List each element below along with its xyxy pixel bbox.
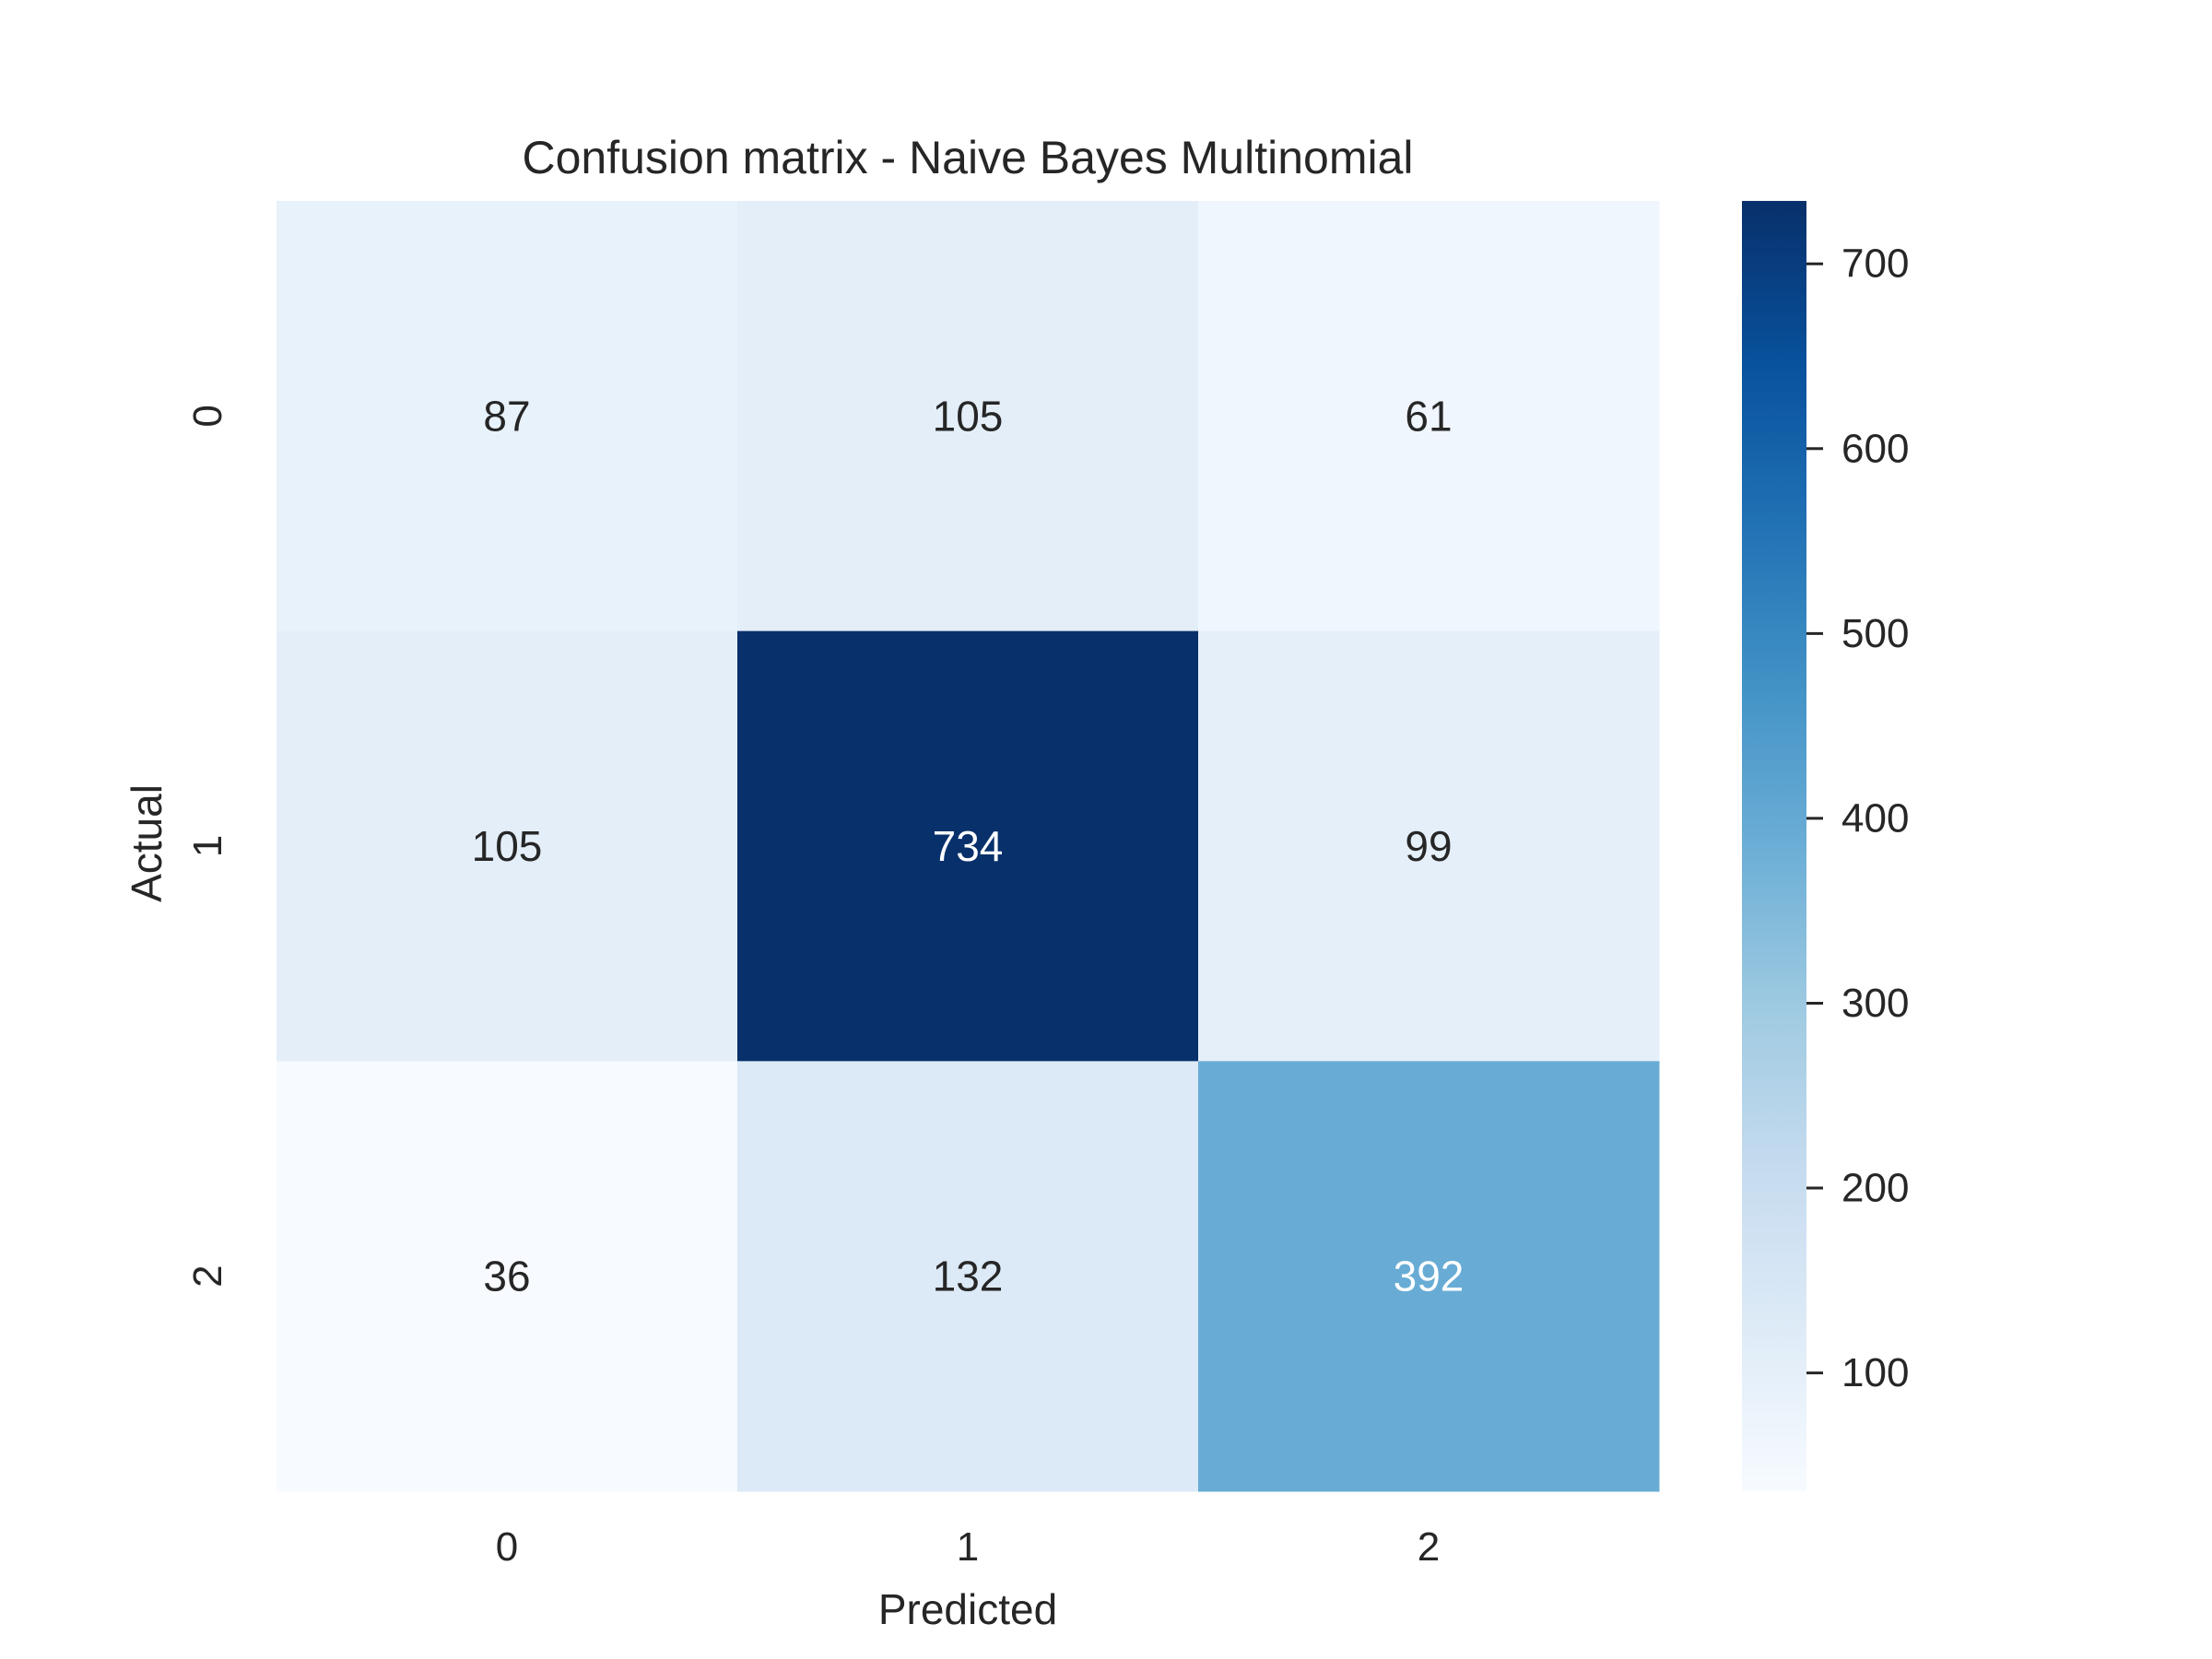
x-tick-label-1: 1 [957,1524,979,1570]
cell-value-r0-c0: 87 [483,392,530,440]
heatmap-cell-r2-c0 [276,1061,738,1492]
heatmap-cells [276,201,1660,1492]
y-axis-label: Actual [123,784,171,902]
colorbar-tick-label-300: 300 [1841,981,1909,1026]
x-axis-ticks: 0 1 2 [496,1524,1440,1570]
y-axis-ticks: 0 1 2 [185,405,230,1288]
colorbar-tick-label-400: 400 [1841,795,1909,841]
x-axis-label: Predicted [878,1585,1057,1633]
cell-value-r2-c0: 36 [483,1253,530,1300]
cell-value-r1-c1: 734 [933,822,1004,870]
colorbar-tick-label-200: 200 [1841,1166,1909,1211]
heatmap-cell-labels: 87 105 61 105 734 99 36 132 392 [472,392,1465,1300]
cell-value-r0-c2: 61 [1405,392,1452,440]
heatmap-cell-r1-c1 [737,630,1199,1062]
colorbar [1742,201,1806,1491]
y-tick-label-0: 0 [185,405,230,427]
heatmap-cell-r1-c2 [1198,630,1660,1062]
chart-title: Confusion matrix - Naive Bayes Multinomi… [522,132,1413,183]
x-tick-label-2: 2 [1418,1524,1440,1570]
heatmap-cell-r0-c0 [276,201,738,632]
colorbar-tick-label-500: 500 [1841,611,1909,656]
x-tick-label-0: 0 [496,1524,518,1570]
heatmap-cell-r0-c1 [737,201,1199,632]
cell-value-r1-c0: 105 [472,822,543,870]
colorbar-tick-label-600: 600 [1841,426,1909,471]
cell-value-r2-c1: 132 [933,1253,1004,1300]
y-tick-label-2: 2 [185,1265,230,1287]
colorbar-ticks: 100 200 300 400 500 600 700 [1806,241,1909,1395]
heatmap-cell-r1-c0 [276,630,738,1062]
y-tick-label-1: 1 [185,835,230,857]
cell-value-r2-c2: 392 [1394,1253,1465,1300]
cell-value-r0-c1: 105 [933,392,1004,440]
heatmap-cell-r0-c2 [1198,201,1660,632]
heatmap-cell-r2-c2 [1198,1061,1660,1492]
colorbar-tick-label-700: 700 [1841,241,1909,287]
cell-value-r1-c2: 99 [1405,822,1452,870]
heatmap-cell-r2-c1 [737,1061,1199,1492]
colorbar-tick-label-100: 100 [1841,1350,1909,1395]
